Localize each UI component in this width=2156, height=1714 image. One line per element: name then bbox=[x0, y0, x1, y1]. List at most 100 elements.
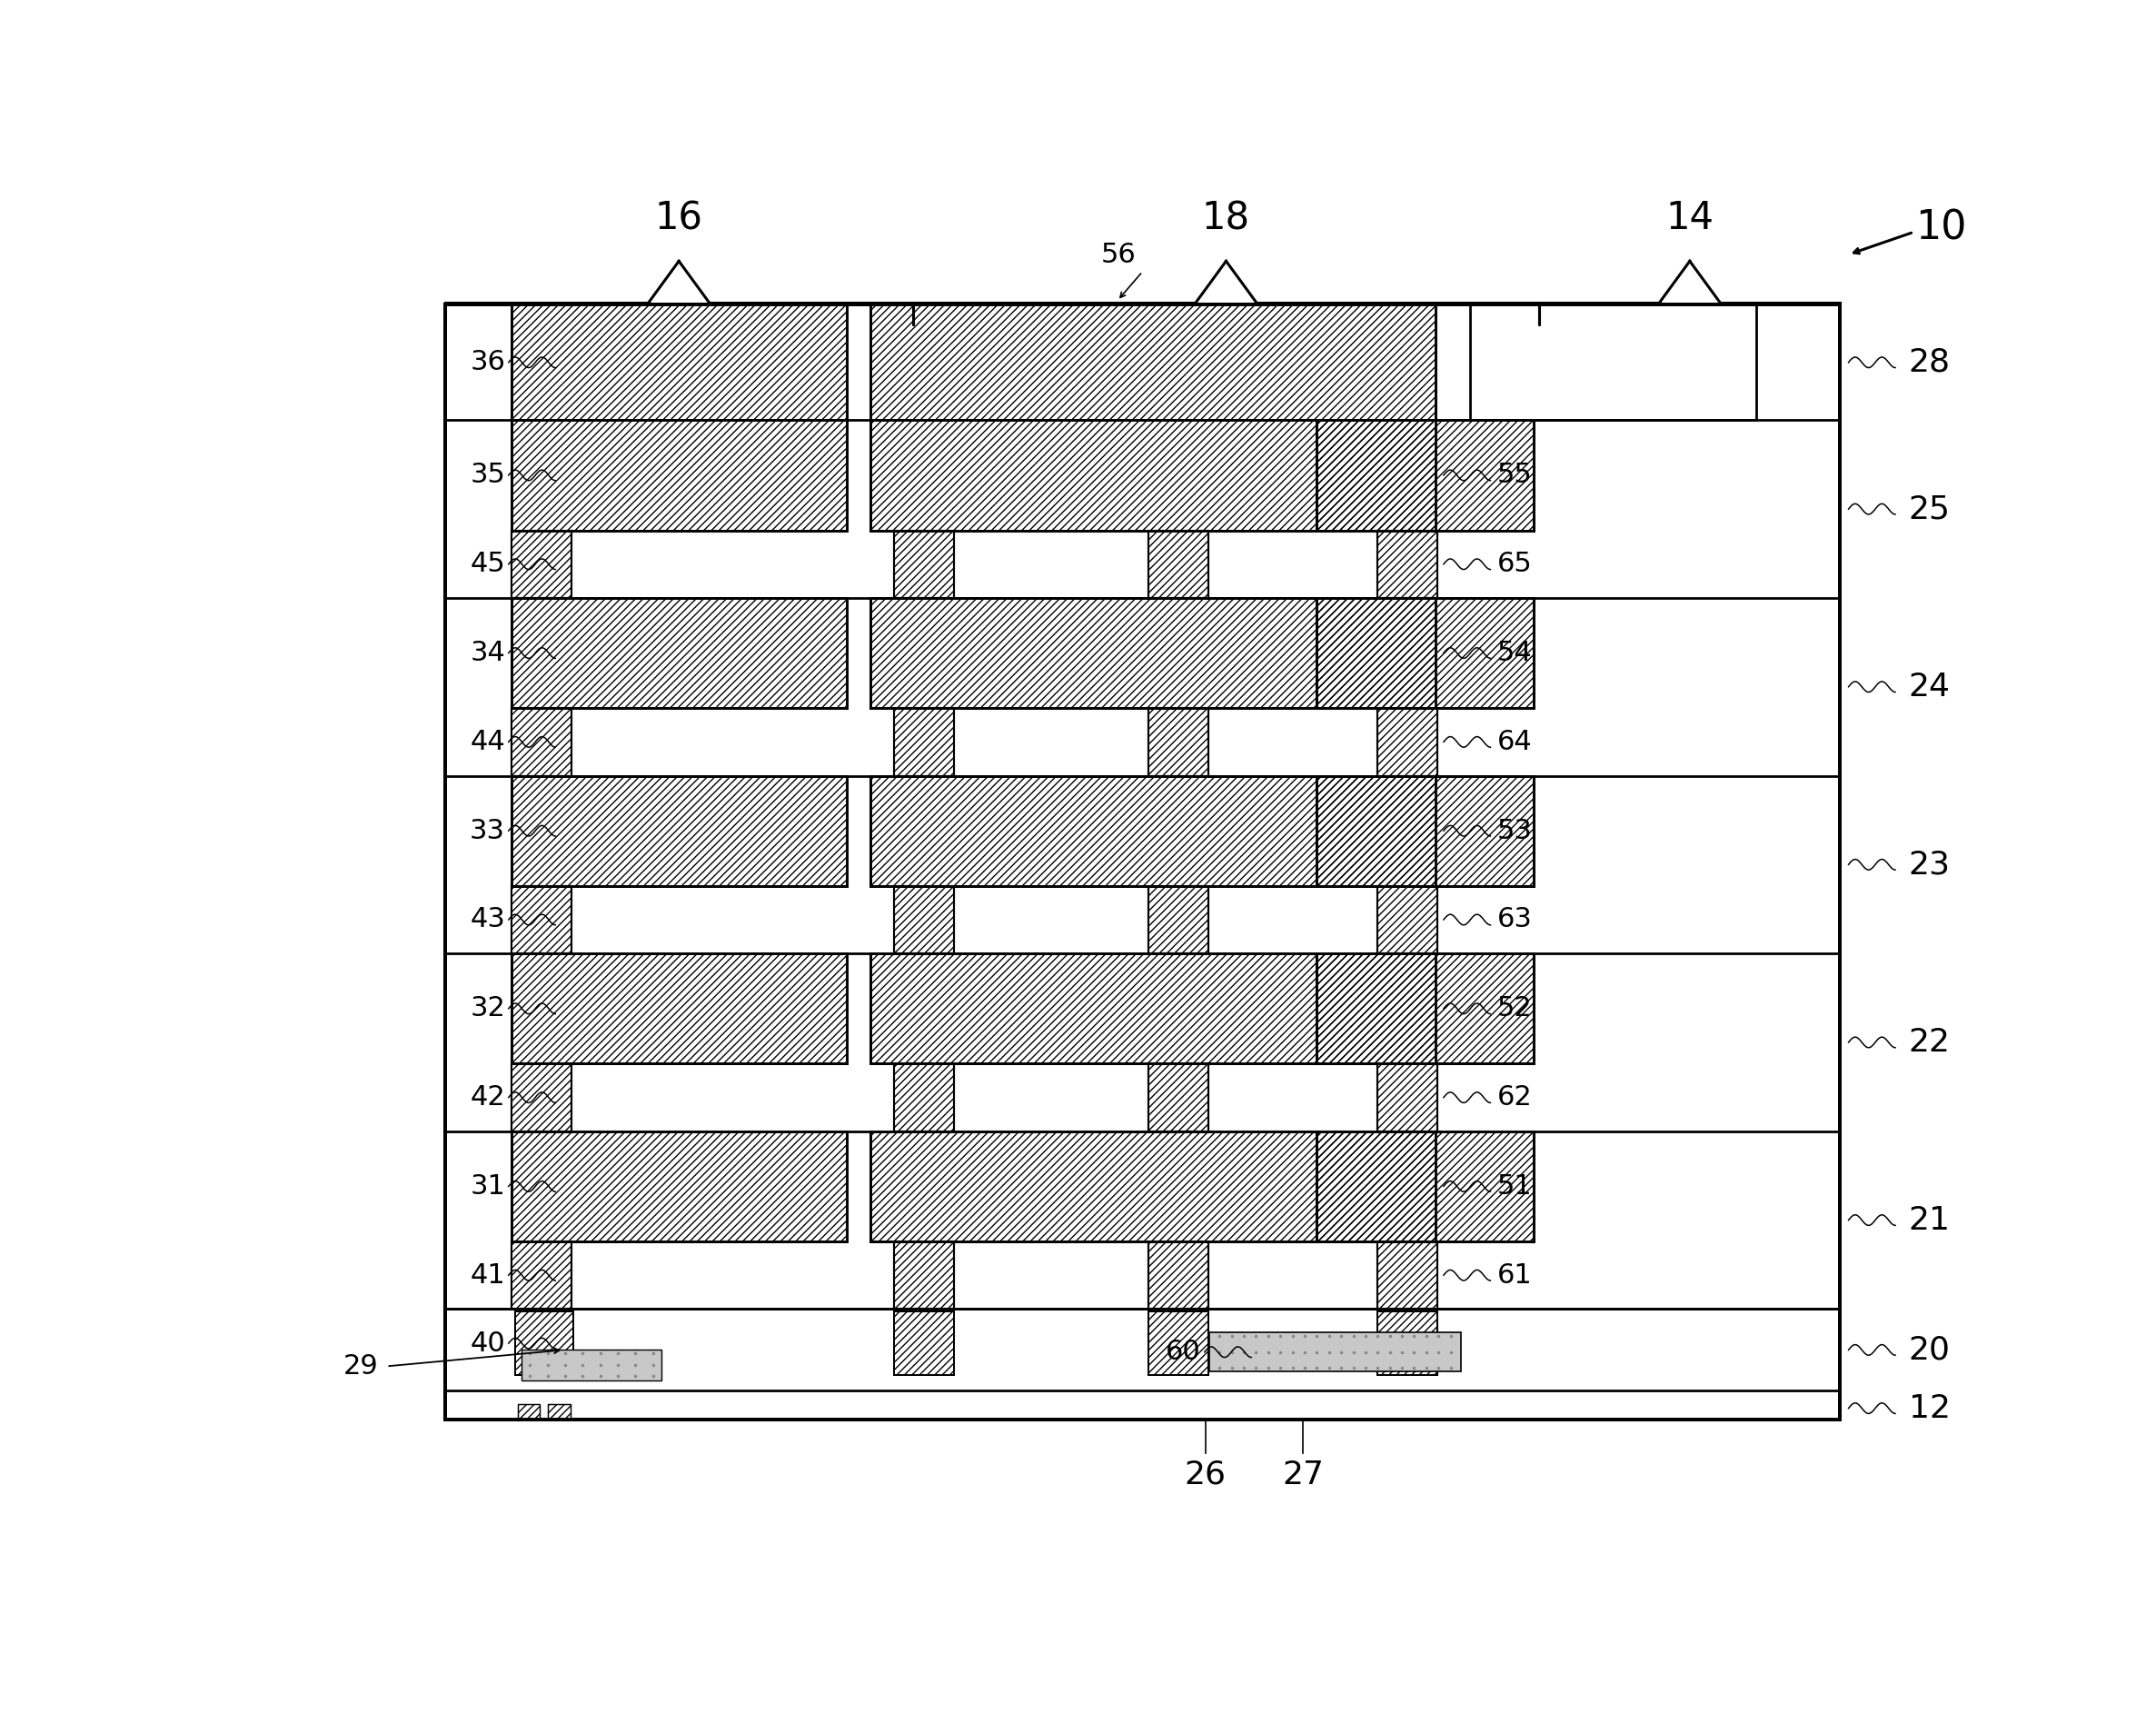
Text: 27: 27 bbox=[1283, 1460, 1324, 1491]
Bar bbox=[511, 1241, 571, 1309]
Bar bbox=[1317, 420, 1533, 530]
Bar bbox=[511, 886, 571, 953]
Text: 23: 23 bbox=[1908, 848, 1951, 879]
Bar bbox=[871, 598, 1436, 708]
Bar bbox=[895, 1311, 955, 1375]
Bar bbox=[871, 420, 1436, 530]
Bar bbox=[1317, 1131, 1533, 1241]
Bar bbox=[444, 305, 1841, 1419]
Bar bbox=[871, 598, 1436, 708]
Bar bbox=[1317, 598, 1533, 708]
Text: 53: 53 bbox=[1496, 818, 1533, 843]
Bar bbox=[511, 708, 571, 776]
Text: 35: 35 bbox=[470, 463, 505, 488]
Text: 55: 55 bbox=[1496, 463, 1533, 488]
Text: 12: 12 bbox=[1908, 1393, 1951, 1424]
Text: 36: 36 bbox=[470, 350, 505, 375]
Text: 54: 54 bbox=[1496, 639, 1533, 667]
Bar bbox=[1149, 708, 1207, 776]
Bar bbox=[895, 530, 955, 598]
Bar bbox=[511, 886, 571, 953]
Text: 34: 34 bbox=[470, 639, 505, 667]
Bar bbox=[1470, 305, 1757, 420]
Bar bbox=[515, 1311, 573, 1375]
Bar bbox=[511, 708, 571, 776]
Text: 33: 33 bbox=[470, 818, 505, 843]
Bar bbox=[871, 305, 1436, 420]
Bar bbox=[522, 1349, 662, 1380]
Bar bbox=[1378, 530, 1436, 598]
Text: 31: 31 bbox=[470, 1172, 505, 1200]
Text: 60: 60 bbox=[1166, 1339, 1201, 1366]
Text: 16: 16 bbox=[655, 199, 703, 237]
Bar bbox=[1317, 953, 1533, 1064]
Bar bbox=[511, 420, 847, 530]
Text: 24: 24 bbox=[1908, 672, 1951, 703]
Bar bbox=[895, 1241, 955, 1309]
Text: 14: 14 bbox=[1667, 199, 1714, 237]
Text: 61: 61 bbox=[1496, 1262, 1533, 1289]
Bar bbox=[1317, 420, 1533, 530]
Bar bbox=[517, 1404, 539, 1419]
Bar bbox=[871, 776, 1436, 886]
Bar bbox=[511, 530, 571, 598]
Bar bbox=[1149, 530, 1207, 598]
Text: 25: 25 bbox=[1908, 494, 1951, 524]
Bar bbox=[1317, 776, 1533, 886]
Bar bbox=[1149, 1064, 1207, 1131]
Bar bbox=[548, 1404, 571, 1419]
Bar bbox=[1378, 1064, 1436, 1131]
Bar bbox=[1149, 1064, 1207, 1131]
Text: 63: 63 bbox=[1496, 907, 1533, 932]
Bar bbox=[548, 1404, 571, 1419]
Text: 40: 40 bbox=[470, 1330, 505, 1356]
Text: 28: 28 bbox=[1908, 346, 1951, 377]
Text: 22: 22 bbox=[1908, 1027, 1951, 1058]
Bar bbox=[511, 776, 847, 886]
Bar bbox=[511, 305, 847, 420]
Bar bbox=[871, 420, 1436, 530]
Bar bbox=[511, 953, 847, 1064]
Bar bbox=[511, 1064, 571, 1131]
Bar bbox=[1378, 1311, 1436, 1375]
Bar bbox=[895, 530, 955, 598]
Bar bbox=[871, 305, 1436, 420]
Text: 18: 18 bbox=[1201, 199, 1250, 237]
Bar bbox=[1149, 1241, 1207, 1309]
Text: 65: 65 bbox=[1496, 550, 1533, 578]
Bar bbox=[871, 1131, 1436, 1241]
Text: 41: 41 bbox=[470, 1262, 505, 1289]
Bar bbox=[1317, 953, 1533, 1064]
Bar bbox=[895, 1064, 955, 1131]
Bar bbox=[1378, 708, 1436, 776]
Bar bbox=[895, 886, 955, 953]
Bar bbox=[895, 1311, 955, 1375]
Text: 64: 64 bbox=[1496, 728, 1533, 756]
Text: 20: 20 bbox=[1908, 1335, 1951, 1366]
Text: 32: 32 bbox=[470, 996, 505, 1022]
Text: 44: 44 bbox=[470, 728, 505, 756]
Bar bbox=[1378, 1311, 1436, 1375]
Text: 21: 21 bbox=[1908, 1205, 1951, 1236]
Bar bbox=[1317, 1131, 1533, 1241]
Bar bbox=[1149, 886, 1207, 953]
Bar bbox=[511, 1241, 571, 1309]
Bar bbox=[895, 1064, 955, 1131]
Bar bbox=[871, 1131, 1436, 1241]
Bar bbox=[1378, 886, 1436, 953]
Text: 10: 10 bbox=[1915, 209, 1966, 247]
Text: 51: 51 bbox=[1496, 1172, 1533, 1200]
Bar bbox=[1378, 1241, 1436, 1309]
Bar bbox=[1149, 708, 1207, 776]
Bar bbox=[1378, 530, 1436, 598]
Bar bbox=[511, 776, 847, 886]
Bar bbox=[511, 305, 847, 420]
Bar bbox=[1149, 530, 1207, 598]
Text: 62: 62 bbox=[1496, 1085, 1533, 1111]
Bar bbox=[1149, 1311, 1207, 1375]
Bar bbox=[895, 708, 955, 776]
Bar bbox=[511, 598, 847, 708]
Bar bbox=[1317, 598, 1533, 708]
Bar bbox=[871, 953, 1436, 1064]
Text: 56: 56 bbox=[1102, 242, 1136, 267]
